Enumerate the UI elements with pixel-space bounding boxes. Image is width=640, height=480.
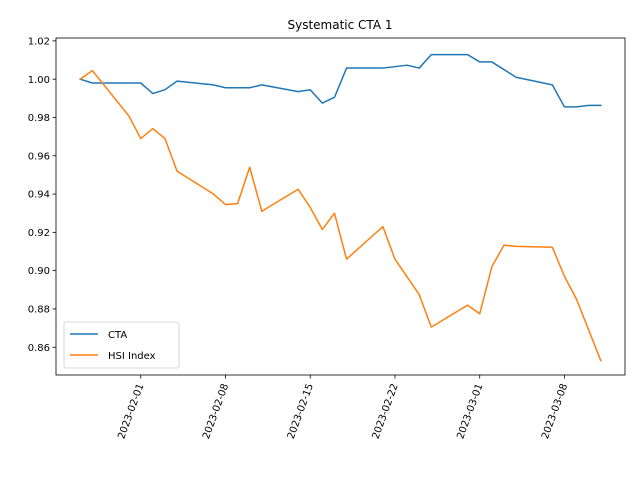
y-tick-label: 0.98: [28, 113, 50, 124]
y-axis-ticks: 0.86 0.88 0.90 0.92 0.94 0.96 0.98 1.00 1.02: [28, 36, 56, 354]
series-line-hsi-index: [79, 69, 602, 362]
y-tick-label: 0.92: [28, 228, 50, 239]
y-tick-label: 1.02: [28, 36, 50, 47]
legend-label-hsi-index: HSI Index: [108, 351, 156, 362]
x-tick-label: 2023-02-08: [201, 382, 231, 440]
legend: CTA HSI Index: [63, 321, 180, 369]
series-lines: [79, 53, 602, 362]
series-line-cta: [79, 53, 602, 108]
y-tick-label: 0.96: [28, 151, 50, 162]
plot-frame: [55, 37, 626, 376]
x-tick-label: 2023-03-01: [455, 382, 485, 440]
chart-title: Systematic CTA 1: [288, 18, 393, 32]
y-tick-label: 0.88: [28, 305, 50, 316]
legend-label-cta: CTA: [108, 330, 127, 341]
y-tick-label: 0.94: [28, 190, 50, 201]
x-axis-ticks: 2023-02-01 2023-02-08 2023-02-15 2023-02-22…: [116, 375, 570, 441]
x-tick-label: 2023-02-22: [371, 382, 401, 440]
y-tick-label: 0.86: [28, 343, 50, 354]
y-tick-label: 1.00: [28, 75, 50, 86]
x-tick-label: 2023-02-01: [116, 382, 146, 440]
x-tick-label: 2023-03-08: [540, 382, 570, 440]
x-tick-label: 2023-02-15: [286, 382, 316, 440]
y-tick-label: 0.90: [28, 266, 50, 277]
